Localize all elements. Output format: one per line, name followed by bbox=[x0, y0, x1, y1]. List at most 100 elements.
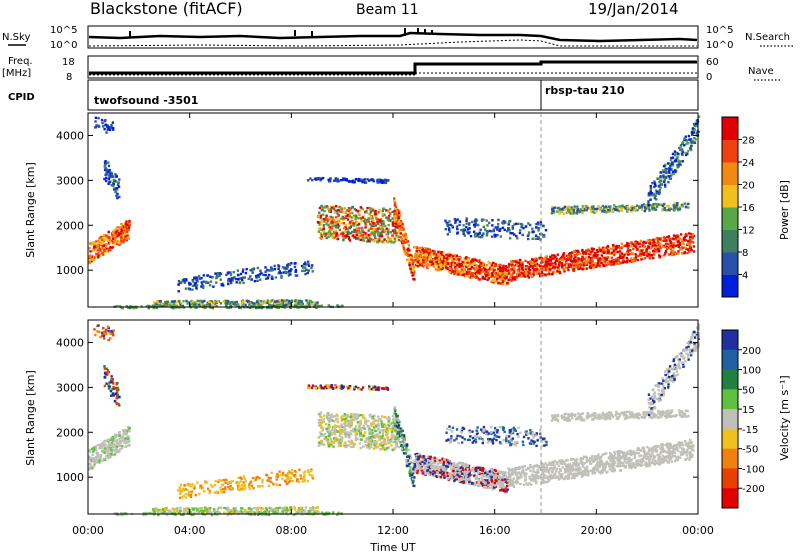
echo-cell bbox=[693, 245, 695, 247]
echo-cell bbox=[108, 382, 110, 384]
echo-cell bbox=[345, 224, 347, 226]
echo-cell bbox=[120, 240, 122, 242]
echo-cell bbox=[107, 161, 109, 163]
echo-cell bbox=[339, 229, 341, 231]
echo-cell bbox=[325, 215, 327, 217]
echo-cell bbox=[687, 150, 689, 152]
echo-cell bbox=[362, 216, 364, 218]
echo-cell bbox=[266, 509, 268, 511]
echo-cell bbox=[560, 259, 562, 261]
echo-cell bbox=[557, 253, 559, 255]
echo-cell bbox=[349, 239, 351, 241]
echo-cell bbox=[466, 220, 468, 222]
echo-cell bbox=[240, 477, 242, 479]
echo-cell bbox=[303, 263, 305, 265]
echo-cell bbox=[166, 509, 168, 511]
noise-right-label: N.Search bbox=[745, 32, 790, 43]
echo-cell bbox=[692, 233, 694, 235]
echo-cell bbox=[346, 235, 348, 237]
echo-cell bbox=[358, 388, 360, 390]
echo-cell bbox=[255, 276, 257, 278]
echo-cell bbox=[413, 278, 415, 280]
echo-cell bbox=[535, 223, 537, 225]
echo-cell bbox=[626, 257, 628, 259]
echo-cell bbox=[315, 507, 317, 509]
echo-cell bbox=[244, 509, 246, 511]
echo-cell bbox=[422, 259, 424, 261]
echo-cell bbox=[567, 209, 569, 211]
echo-cell bbox=[479, 229, 481, 231]
echo-cell bbox=[650, 239, 652, 241]
echo-cell bbox=[323, 230, 325, 232]
echo-cell bbox=[353, 181, 355, 183]
echo-cell bbox=[152, 508, 154, 510]
echo-cell bbox=[128, 427, 130, 429]
echo-cell bbox=[91, 454, 93, 456]
echo-cell bbox=[520, 226, 522, 228]
echo-cell bbox=[674, 150, 676, 152]
echo-cell bbox=[307, 480, 309, 482]
echo-cell bbox=[96, 249, 98, 251]
echo-cell bbox=[377, 420, 379, 422]
echo-cell bbox=[351, 220, 353, 222]
echo-cell bbox=[659, 243, 661, 245]
echo-cell bbox=[303, 479, 305, 481]
echo-cell bbox=[335, 235, 337, 237]
echo-cell bbox=[115, 191, 117, 193]
echo-cell bbox=[264, 274, 266, 276]
echo-cell bbox=[591, 264, 593, 266]
echo-cell bbox=[692, 127, 694, 129]
echo-cell bbox=[692, 241, 694, 243]
echo-cell bbox=[679, 164, 681, 166]
echo-cell bbox=[628, 242, 630, 244]
echo-cell bbox=[682, 243, 684, 245]
echo-cell bbox=[592, 211, 594, 213]
echo-cell bbox=[332, 387, 334, 389]
echo-cell bbox=[401, 229, 403, 231]
noise-right-tick-bottom: 10^0 bbox=[706, 40, 733, 51]
echo-cell bbox=[112, 386, 114, 388]
echo-cell bbox=[390, 240, 392, 242]
echo-cell bbox=[491, 279, 493, 281]
echo-cell bbox=[653, 241, 655, 243]
echo-cell bbox=[496, 280, 498, 282]
date-title: 19/Jan/2014 bbox=[588, 0, 679, 18]
echo-cell bbox=[666, 205, 668, 207]
echo-cell bbox=[672, 246, 674, 248]
echo-cell bbox=[677, 252, 679, 254]
echo-cell bbox=[89, 462, 91, 464]
echo-cell bbox=[364, 232, 366, 234]
echo-cell bbox=[330, 222, 332, 224]
echo-cell bbox=[520, 270, 522, 272]
echo-cell bbox=[532, 230, 534, 232]
echo-cell bbox=[281, 477, 283, 479]
echo-cell bbox=[334, 221, 336, 223]
echo-cell bbox=[441, 261, 443, 263]
echo-cell bbox=[248, 507, 250, 509]
echo-cell bbox=[370, 227, 372, 229]
echo-cell bbox=[253, 507, 255, 509]
echo-cell bbox=[601, 210, 603, 212]
echo-cell bbox=[660, 179, 662, 181]
echo-cell bbox=[586, 250, 588, 252]
echo-cell bbox=[258, 477, 260, 479]
echo-cell bbox=[320, 223, 322, 225]
echo-cell bbox=[372, 222, 374, 224]
echo-cell bbox=[517, 223, 519, 225]
echo-cell bbox=[389, 219, 391, 221]
echo-cell bbox=[655, 246, 657, 248]
echo-cell bbox=[108, 453, 110, 455]
y-tick-label: 1000 bbox=[56, 264, 84, 277]
echo-cell bbox=[558, 268, 560, 270]
echo-cell bbox=[277, 268, 279, 270]
echo-cell bbox=[597, 262, 599, 264]
echo-cell bbox=[307, 261, 309, 263]
echo-cell bbox=[643, 252, 645, 254]
echo-cell bbox=[611, 256, 613, 258]
echo-cell bbox=[398, 212, 400, 214]
echo-cell bbox=[651, 194, 653, 196]
echo-cell bbox=[474, 259, 476, 261]
noise-right-tick-top: 10^5 bbox=[706, 25, 733, 36]
echo-cell bbox=[276, 484, 278, 486]
echo-cell bbox=[476, 264, 478, 266]
